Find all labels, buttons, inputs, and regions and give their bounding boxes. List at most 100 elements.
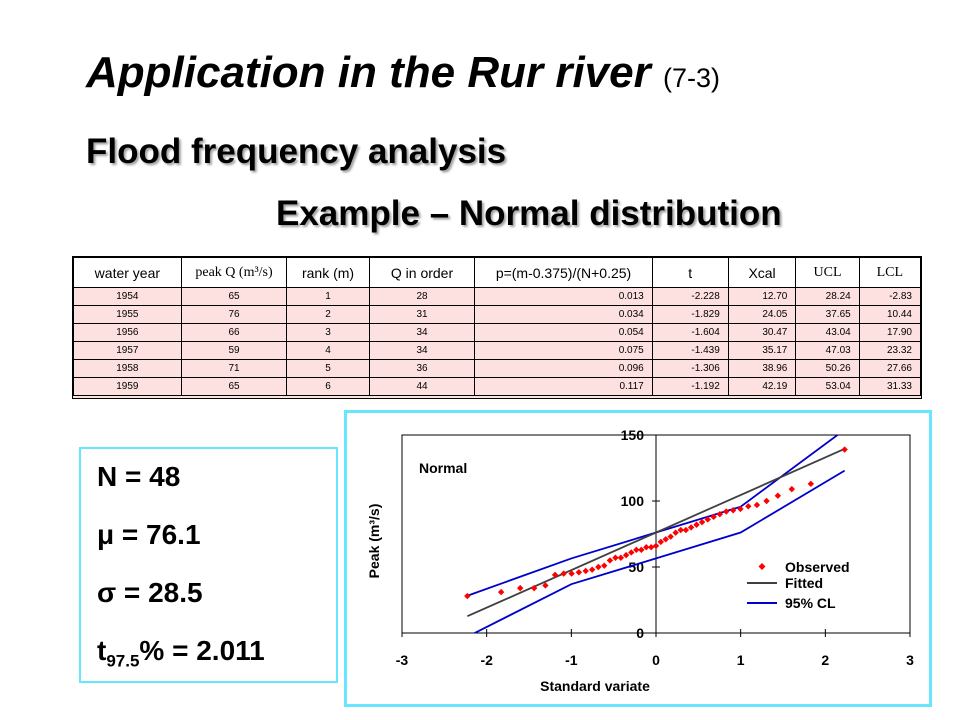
- stat-sigma: σ = 28.5: [97, 577, 203, 608]
- observed-point: [647, 544, 655, 551]
- table-cell: 43.04: [795, 323, 860, 342]
- table-header-row: water year peak Q (m³/s) rank (m) Q in o…: [73, 257, 922, 288]
- observed-point: [682, 526, 690, 534]
- col-header: Q in order: [368, 257, 476, 288]
- observed-point: [841, 446, 848, 453]
- table-cell: 4: [286, 341, 370, 360]
- stats-box: N = 48 μ = 76.1 σ = 28.5 t97.5% = 2.011: [79, 447, 338, 683]
- y-tick-label: 150: [621, 427, 645, 443]
- col-header: Xcal: [727, 257, 797, 288]
- col-header: rank (m): [286, 257, 370, 288]
- table-cell: -1.192: [651, 377, 729, 396]
- y-axis-label: Peak (m³/s): [366, 504, 382, 579]
- table-cell: 66: [180, 323, 288, 342]
- table-cell: 35.17: [727, 341, 797, 360]
- table-cell: 1959: [73, 377, 182, 396]
- observed-point: [704, 516, 711, 523]
- table-row: 1959 65 6 44 0.117 -1.192 42.19 53.04 31.33: [73, 377, 922, 396]
- table-cell: 1956: [73, 323, 182, 342]
- table-cell: 59: [180, 341, 288, 360]
- observed-point: [698, 518, 706, 526]
- table-cell: 1955: [73, 305, 182, 324]
- observed-point: [723, 508, 730, 515]
- observed-point: [788, 485, 796, 493]
- observed-point: [560, 570, 567, 577]
- table-row: 1954 65 1 28 0.013 -2.228 12.70 28.24 -2.83: [73, 287, 922, 306]
- y-axis-label-text: Peak (m³/s): [366, 504, 382, 579]
- chart-annotation: Normal: [419, 460, 467, 476]
- observed-point: [612, 554, 619, 561]
- observed-point: [677, 526, 684, 534]
- table-row: 1955 76 2 31 0.034 -1.829 24.05 37.65 10.44: [73, 305, 922, 324]
- table-row: 1957 59 4 34 0.075 -1.439 35.17 47.03 23.32: [73, 341, 922, 360]
- x-tick-label: 2: [821, 652, 829, 668]
- observed-point: [638, 546, 645, 554]
- observed-point: [588, 566, 596, 573]
- table-cell: -1.829: [651, 305, 729, 324]
- table-cell: 6: [286, 377, 370, 396]
- table-cell: 0.054: [474, 323, 653, 342]
- observed-point: [617, 554, 625, 561]
- stat-t-prefix: t: [97, 635, 107, 666]
- subtitle-flood-frequency: Flood frequency analysis: [86, 132, 507, 171]
- table-cell: 1957: [73, 341, 182, 360]
- table-cell: 44: [368, 377, 476, 396]
- observed-point: [530, 584, 538, 592]
- table-cell: 42.19: [727, 377, 797, 396]
- chart-panel: -3 -2 -1 0 1 2 3 0 50 100 150 Normal Standard vari…: [344, 410, 932, 707]
- col-header: p=(m-0.375)/(N+0.25): [474, 257, 653, 288]
- table-cell: 53.04: [795, 377, 860, 396]
- table-cell: 1954: [73, 287, 182, 306]
- table-cell: 31.33: [858, 377, 922, 396]
- table-cell: 0.013: [474, 287, 653, 306]
- table-cell: 65: [180, 377, 288, 396]
- legend-label-fitted: Fitted: [785, 575, 823, 591]
- legend-label-cl: 95% CL: [785, 595, 836, 611]
- x-tick-label: 1: [737, 652, 745, 668]
- observed-point: [606, 557, 614, 564]
- observed-point: [595, 563, 602, 571]
- observed-point: [575, 569, 583, 576]
- table-cell: 24.05: [727, 305, 797, 324]
- y-tick-label: 0: [636, 625, 644, 641]
- observed-point: [745, 503, 752, 510]
- col-header: peak Q (m³/s): [180, 257, 288, 288]
- table-cell: 27.66: [858, 359, 922, 378]
- observed-point: [652, 542, 660, 550]
- stat-t-value: % = 2.011: [139, 635, 265, 666]
- table-cell: 2: [286, 305, 370, 324]
- observed-point: [693, 521, 700, 528]
- observed-point: [628, 549, 635, 556]
- observed-point: [622, 551, 630, 559]
- data-table: water year peak Q (m³/s) rank (m) Q in o…: [73, 257, 922, 396]
- table-cell: 37.65: [795, 305, 860, 324]
- table-cell: 47.03: [795, 341, 860, 360]
- stat-t-subscript: 97.5: [106, 651, 140, 671]
- observed-point: [516, 584, 524, 592]
- table-cell: 65: [180, 287, 288, 306]
- x-axis-label: Standard variate: [540, 678, 650, 694]
- y-tick-label: 100: [621, 493, 645, 509]
- table-cell: 28.24: [795, 287, 860, 306]
- slide-title: Application in the Rur river (7-3): [86, 48, 720, 98]
- table-cell: 50.26: [795, 359, 860, 378]
- observed-point: [582, 567, 589, 575]
- table-cell: -1.439: [651, 341, 729, 360]
- legend-label-observed: Observed: [785, 559, 850, 575]
- table-cell: 34: [368, 323, 476, 342]
- observed-point: [687, 524, 695, 531]
- x-tick-label: 0: [652, 652, 660, 668]
- col-header: LCL: [858, 257, 922, 288]
- table-cell: 3: [286, 323, 370, 342]
- fitted-line: [466, 448, 846, 618]
- x-tick-label: -1: [565, 652, 578, 668]
- table-cell: 0.117: [474, 377, 653, 396]
- table-cell: 34: [368, 341, 476, 360]
- observed-point: [729, 507, 737, 514]
- x-tick-label: -3: [396, 652, 409, 668]
- observed-point: [497, 588, 505, 596]
- observed-point: [753, 501, 761, 509]
- observed-point: [774, 492, 782, 499]
